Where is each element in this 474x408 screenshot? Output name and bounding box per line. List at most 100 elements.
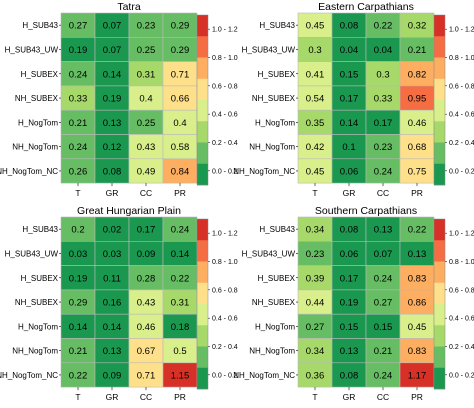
cell-value-label: 0.25: [137, 45, 156, 56]
heatmap-cell: [331, 338, 367, 364]
cell-value-label: 0.13: [103, 118, 122, 129]
legend-label: 0.8 - 1.0: [449, 55, 474, 62]
cell-value-label: 0.12: [103, 142, 122, 153]
row-label: H_SUB43_UW: [242, 45, 296, 54]
heatmap-cell: [128, 85, 164, 111]
heatmap-cell: [162, 241, 198, 266]
column-label: T: [312, 392, 317, 402]
cell-value-label: 0.34: [306, 346, 325, 357]
heatmap-cell: [297, 216, 333, 242]
row-label: H_NogTom: [18, 118, 58, 127]
legend-label: 0.8 - 1.0: [212, 259, 238, 266]
heatmap-cell: [399, 313, 435, 339]
panel-title: Southern Carpathians: [315, 205, 417, 217]
cell-value-label: 0.41: [306, 69, 325, 80]
heatmap-cell: [162, 85, 198, 111]
cell-value-label: 0.33: [374, 94, 393, 105]
legend-swatch: [197, 100, 208, 122]
cell-value-label: 0.13: [408, 249, 427, 260]
legend-swatch: [434, 367, 445, 390]
cell-value-label: 0.11: [103, 273, 121, 284]
heatmap-cell: [60, 241, 96, 266]
heatmap-cell: [94, 265, 130, 291]
heatmap-cell: [365, 158, 401, 184]
legend-frame: [196, 14, 209, 186]
legend-label: 0.8 - 1.0: [212, 55, 238, 62]
legend-label: 0.4 - 0.6: [212, 316, 238, 323]
heatmap-cell: [365, 362, 401, 388]
cell-value-label: 0.28: [137, 273, 156, 284]
heatmap-cell: [128, 265, 164, 291]
column-label: PR: [174, 188, 186, 198]
row-label: NH_SUBEX: [252, 94, 296, 103]
cell-value-label: 0.27: [306, 322, 325, 333]
heatmap-panel: Great Hungarian Plain 0.2 0.02 0.17 0.24 H_SU…: [0, 205, 238, 402]
heatmap-cell: [365, 61, 401, 87]
row-label: H_SUBEX: [258, 70, 296, 79]
legend-label: 0.0 - 0.2: [212, 168, 238, 175]
heatmap-cell: [60, 338, 96, 364]
cell-value-label: 0.31: [137, 69, 156, 80]
legend-label: 0.4 - 0.6: [212, 112, 238, 119]
legend-frame: [196, 218, 209, 390]
column-label: PR: [411, 188, 423, 198]
row-label: H_SUB43: [22, 225, 58, 234]
cell-value-label: 0.06: [340, 249, 359, 260]
heatmap-cell: [162, 61, 198, 87]
cell-value-label: 0.23: [374, 142, 393, 153]
row-label: H_SUB43: [22, 21, 58, 30]
cell-value-label: 0.07: [374, 249, 393, 260]
row-label: NH_NogTom: [249, 347, 295, 356]
legend-swatch: [434, 346, 445, 369]
cell-value-label: 0.32: [408, 21, 427, 32]
heatmap-cell: [60, 216, 96, 242]
legend-swatch: [434, 325, 445, 347]
row-label: H_NogTom: [255, 118, 295, 127]
legend-label: 0.0 - 0.2: [449, 372, 474, 379]
legend-label: 0.6 - 0.8: [449, 287, 474, 294]
legend-swatch: [434, 282, 445, 305]
heatmap-panel: Tatra 0.27 0.07 0.23 0.29 H_SUB43 0.19 0.07 0.25…: [0, 1, 238, 198]
cell-value-label: 0.24: [69, 69, 88, 80]
legend-label: 0.0 - 0.2: [212, 372, 238, 379]
cell-value-label: 0.22: [408, 225, 427, 236]
cell-value-label: 0.26: [69, 166, 88, 177]
row-label: NH_NogTom: [12, 347, 58, 356]
cell-value-label: 0.19: [340, 298, 359, 309]
cell-value-label: 0.58: [171, 142, 190, 153]
cell-value-label: 0.24: [374, 370, 393, 381]
legend-swatch: [197, 240, 208, 262]
heatmap-cell: [162, 109, 198, 135]
cell-value-label: 0.67: [137, 346, 156, 357]
cell-value-label: 0.21: [69, 118, 88, 129]
heatmap-cell: [399, 289, 435, 315]
legend-swatch: [434, 304, 445, 326]
cell-value-label: 0.33: [69, 94, 88, 105]
heatmap-cell: [128, 158, 164, 184]
heatmap-cell: [331, 216, 367, 242]
cell-value-label: 0.07: [103, 45, 122, 56]
cell-value-label: 0.24: [374, 166, 393, 177]
heatmap-cell: [297, 338, 333, 364]
heatmap-cell: [399, 338, 435, 364]
panel-title: Tatra: [117, 1, 141, 13]
heatmap-cell: [60, 12, 96, 38]
cell-value-label: 0.17: [340, 94, 359, 105]
cell-value-label: 0.23: [137, 21, 156, 32]
row-label: H_NogTom: [18, 322, 58, 331]
heatmap-cell: [94, 109, 130, 135]
cell-value-label: 0.75: [408, 166, 427, 177]
legend-label: 1.0 - 1.2: [449, 231, 474, 238]
heatmap-cell: [94, 134, 130, 160]
cell-value-label: 0.09: [103, 370, 122, 381]
cell-value-label: 0.86: [408, 298, 427, 309]
column-label: T: [75, 188, 80, 198]
row-label: NH_NogTom_NC: [0, 167, 58, 176]
heatmap-cell: [331, 36, 367, 62]
legend-frame: [433, 14, 446, 186]
legend-swatch: [197, 282, 208, 305]
cell-value-label: 0.43: [137, 298, 156, 309]
row-label: H_SUB43_UW: [242, 249, 296, 258]
row-label: H_SUBEX: [21, 274, 59, 283]
